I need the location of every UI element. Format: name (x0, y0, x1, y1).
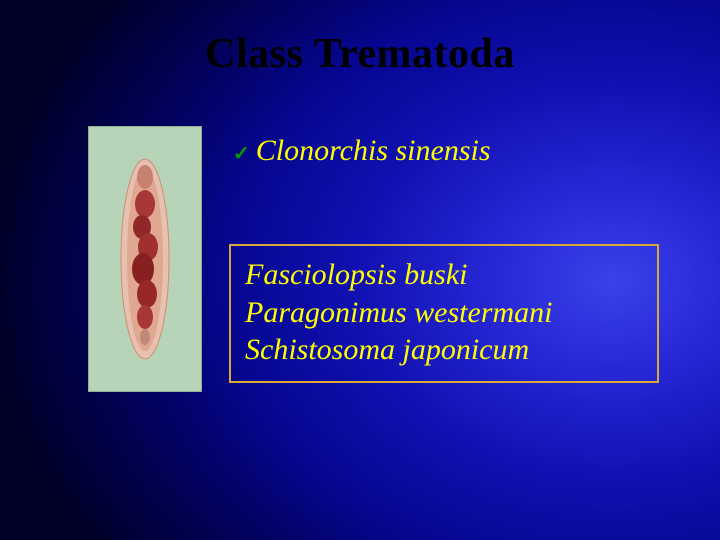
species-box: Fasciolopsis buski Paragonimus westerman… (229, 244, 659, 383)
bullet-text: Clonorchis sinensis (256, 134, 491, 168)
check-icon: ✓ (233, 141, 250, 166)
specimen-image (88, 126, 202, 392)
bullet-item: ✓ Clonorchis sinensis (233, 134, 491, 168)
box-line: Fasciolopsis buski (245, 256, 643, 294)
page-title: Class Trematoda (0, 30, 720, 78)
box-line: Schistosoma japonicum (245, 331, 643, 369)
box-line: Paragonimus westermani (245, 294, 643, 332)
fluke-illustration (115, 149, 175, 369)
slide: Class Trematoda ✓ Clonorchis sinensis Fa… (0, 0, 720, 540)
